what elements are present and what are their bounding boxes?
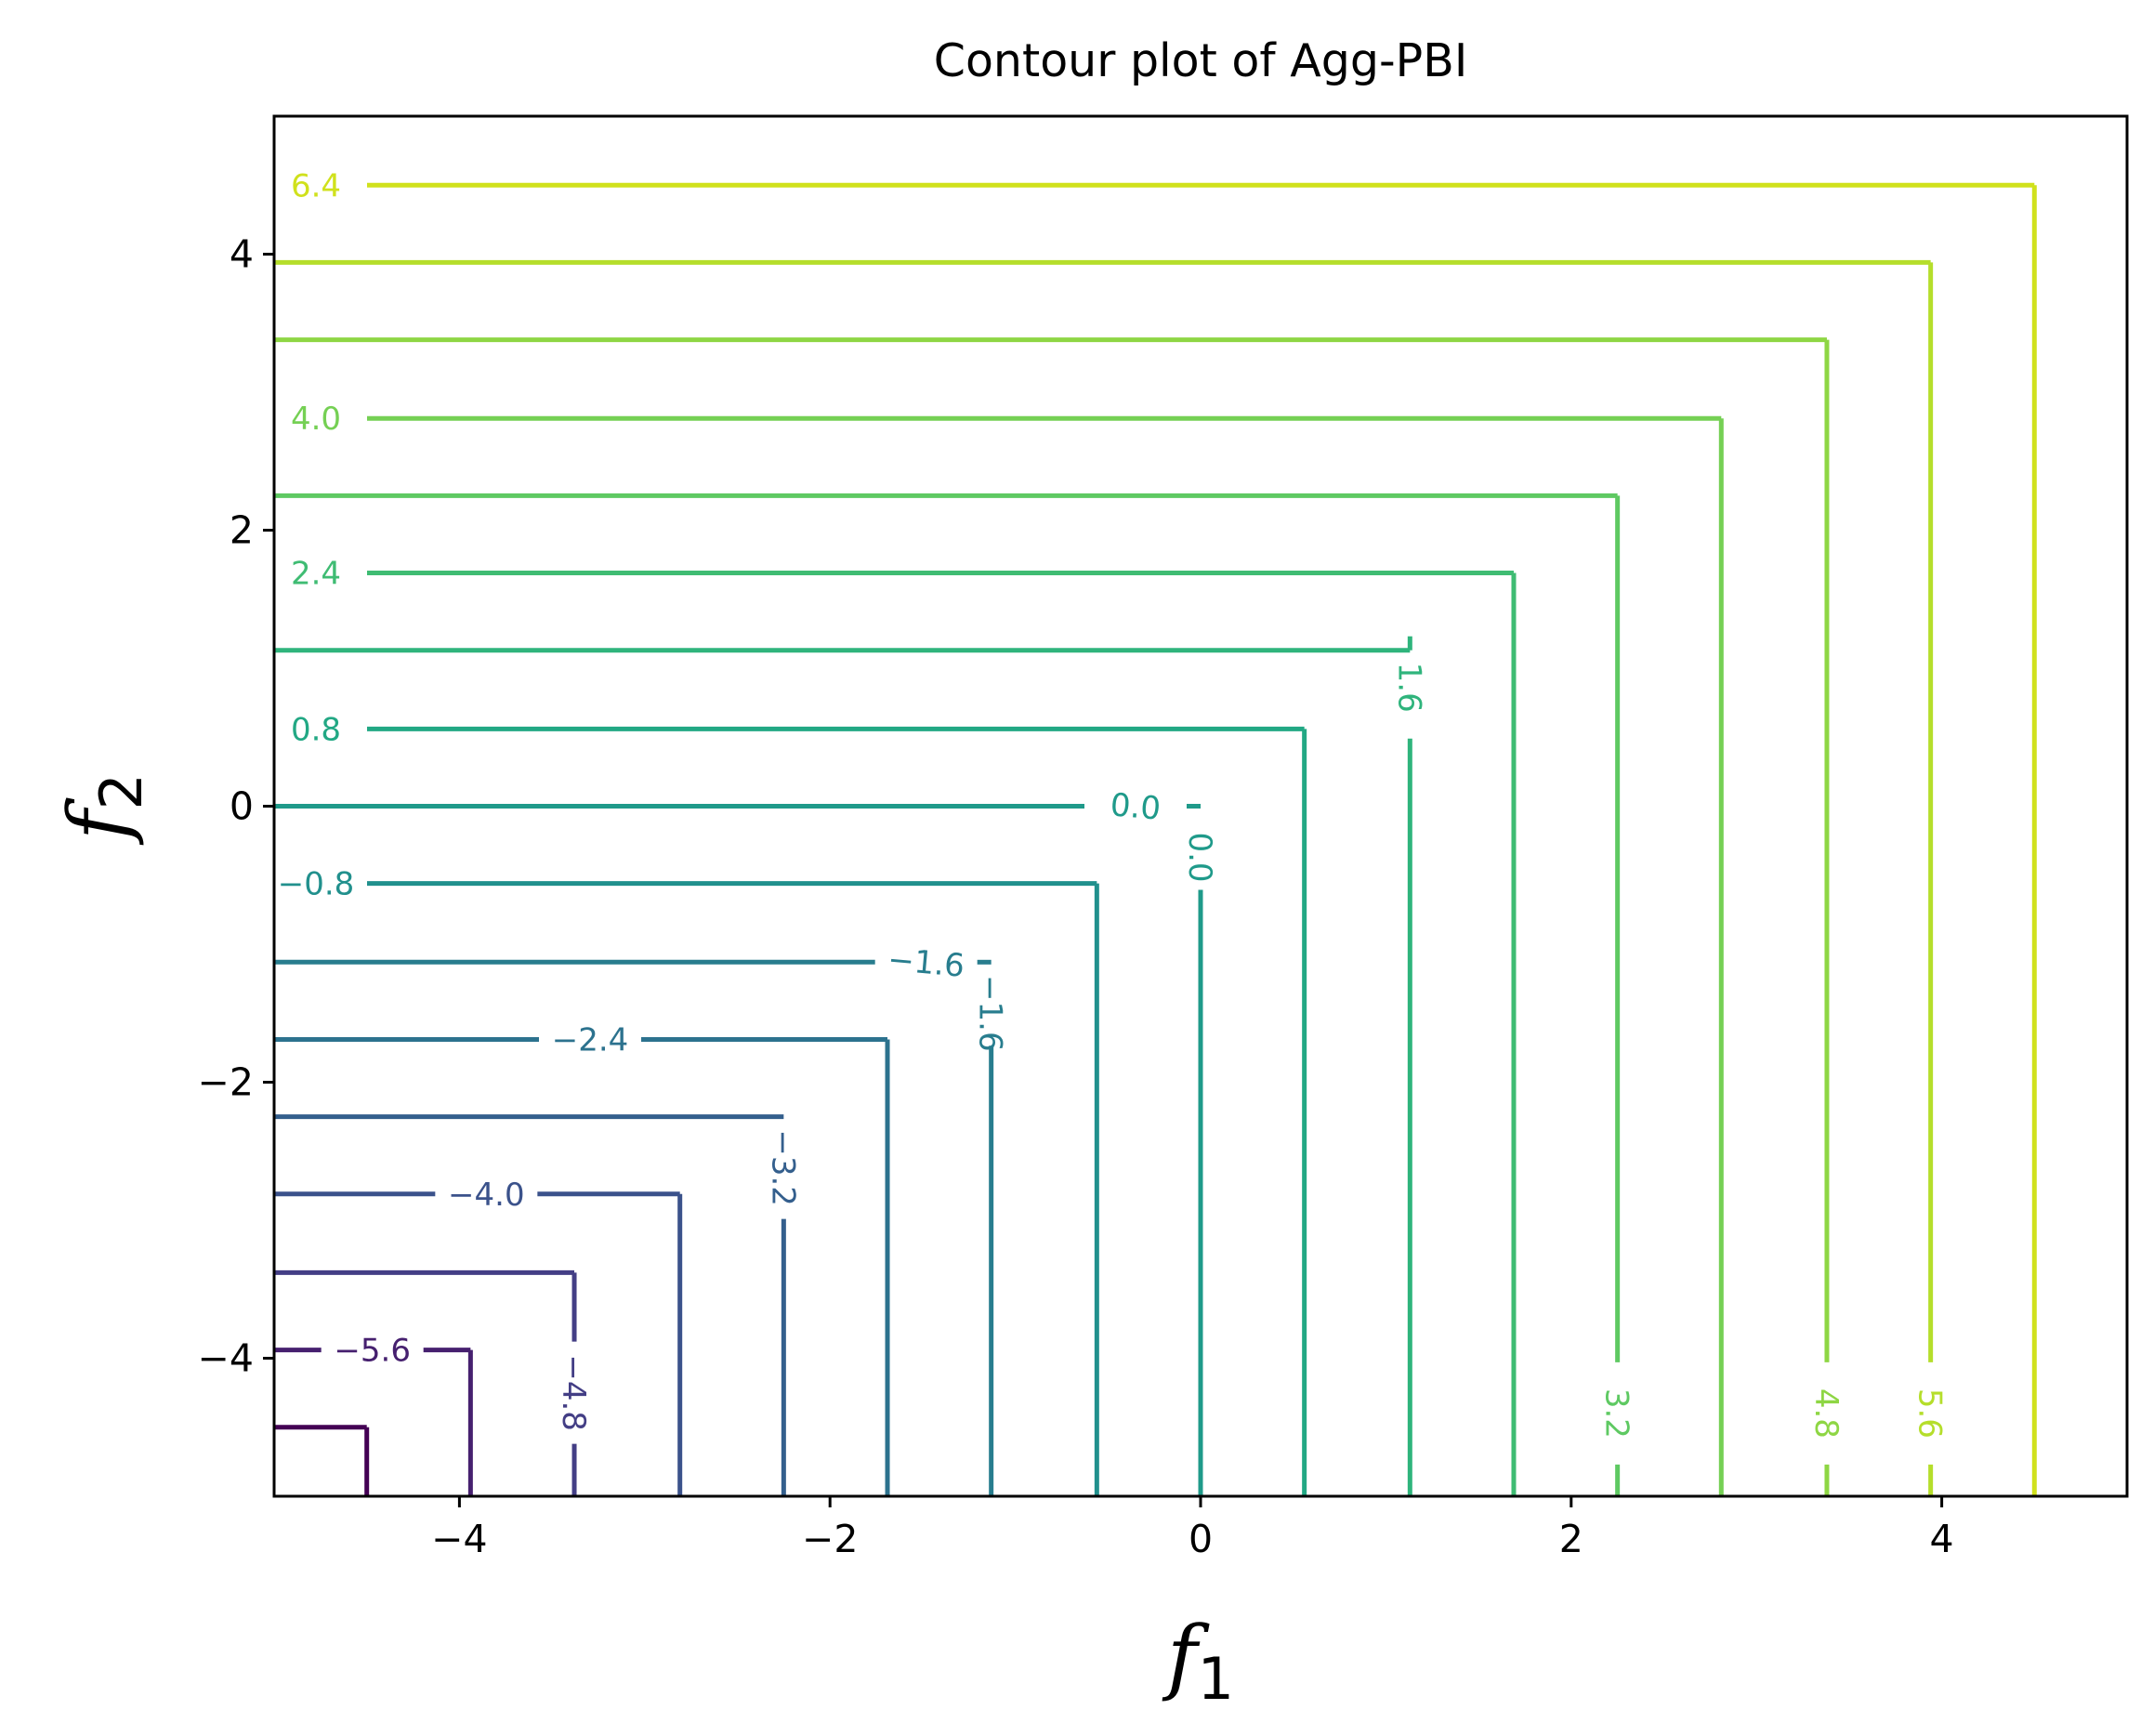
contour-label: 4.0 (291, 401, 341, 438)
contour-label: 0.0 (1181, 832, 1218, 882)
contour-label: −1.6 (887, 941, 966, 985)
x-tick-label: −2 (802, 1517, 858, 1561)
contour-label: −1.6 (972, 975, 1009, 1052)
contour-label: 0.8 (291, 711, 341, 748)
chart-title: Contour plot of Agg-PBI (934, 34, 1468, 87)
contour-label: −0.8 (278, 866, 355, 903)
contour-label: 0.0 (1109, 786, 1162, 828)
y-tick-label: −2 (198, 1060, 254, 1105)
contour-label: 6.4 (291, 167, 341, 204)
x-tick-label: 0 (1189, 1517, 1213, 1561)
contour-label: 4.8 (1807, 1388, 1845, 1439)
contour-label: −4.0 (448, 1177, 525, 1214)
contour-label: −3.2 (764, 1129, 801, 1206)
contour-label: 1.6 (1390, 663, 1427, 713)
contour-label: 3.2 (1598, 1388, 1635, 1439)
y-tick-label: 2 (230, 508, 254, 553)
x-tick-label: −4 (431, 1517, 487, 1561)
x-tick-label: 2 (1559, 1517, 1583, 1561)
y-tick-label: −4 (198, 1336, 254, 1381)
y-tick-label: 0 (230, 784, 254, 829)
contour-label: 2.4 (291, 556, 341, 593)
x-tick-label: 4 (1930, 1517, 1954, 1561)
contour-labels: −5.6 −4.8 −4.0 −3.2 −2.4 −1.6−1.6 −0.8 0.0 0.0 0.… (278, 167, 1949, 1439)
contour-label: −5.6 (334, 1333, 411, 1370)
x-axis-label: f1 (1162, 1608, 1234, 1713)
contour-label: −2.4 (552, 1021, 629, 1059)
contour-label: 5.6 (1911, 1388, 1949, 1439)
y-tick-label: 4 (230, 232, 254, 277)
x-axis-ticks: −4 −2 0 2 4 (431, 1496, 1954, 1561)
contour-label: −4.8 (555, 1354, 592, 1431)
contour-lines (274, 182, 2037, 1496)
y-axis-ticks: −4 −2 0 2 4 (198, 232, 274, 1381)
